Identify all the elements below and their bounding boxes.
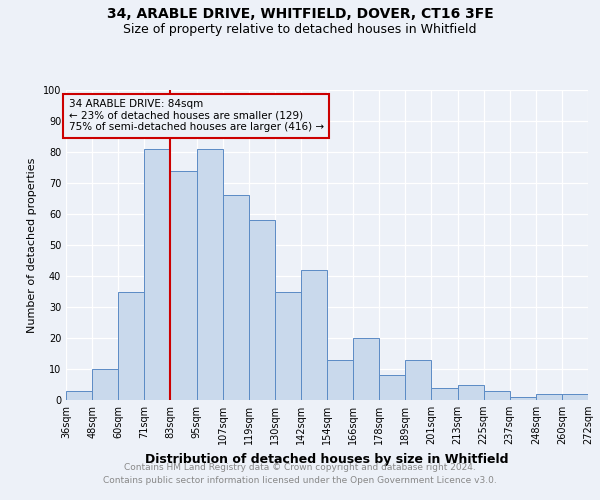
Bar — [223, 196, 249, 400]
Text: Contains HM Land Registry data © Crown copyright and database right 2024.: Contains HM Land Registry data © Crown c… — [124, 462, 476, 471]
Bar — [170, 170, 197, 400]
Bar — [484, 390, 510, 400]
Bar — [353, 338, 379, 400]
Bar — [249, 220, 275, 400]
Bar — [562, 394, 588, 400]
Bar — [118, 292, 145, 400]
Bar — [275, 292, 301, 400]
Text: 34, ARABLE DRIVE, WHITFIELD, DOVER, CT16 3FE: 34, ARABLE DRIVE, WHITFIELD, DOVER, CT16… — [107, 8, 493, 22]
Bar — [145, 149, 170, 400]
Bar — [510, 397, 536, 400]
Y-axis label: Number of detached properties: Number of detached properties — [27, 158, 37, 332]
Text: Size of property relative to detached houses in Whitfield: Size of property relative to detached ho… — [123, 22, 477, 36]
Bar — [327, 360, 353, 400]
Bar — [197, 149, 223, 400]
Text: 34 ARABLE DRIVE: 84sqm
← 23% of detached houses are smaller (129)
75% of semi-de: 34 ARABLE DRIVE: 84sqm ← 23% of detached… — [68, 100, 324, 132]
Bar — [406, 360, 431, 400]
Bar — [92, 369, 118, 400]
Text: Contains public sector information licensed under the Open Government Licence v3: Contains public sector information licen… — [103, 476, 497, 485]
Bar — [301, 270, 327, 400]
Bar — [431, 388, 458, 400]
X-axis label: Distribution of detached houses by size in Whitfield: Distribution of detached houses by size … — [145, 452, 509, 466]
Bar — [66, 390, 92, 400]
Bar — [458, 384, 484, 400]
Bar — [379, 375, 406, 400]
Bar — [536, 394, 562, 400]
